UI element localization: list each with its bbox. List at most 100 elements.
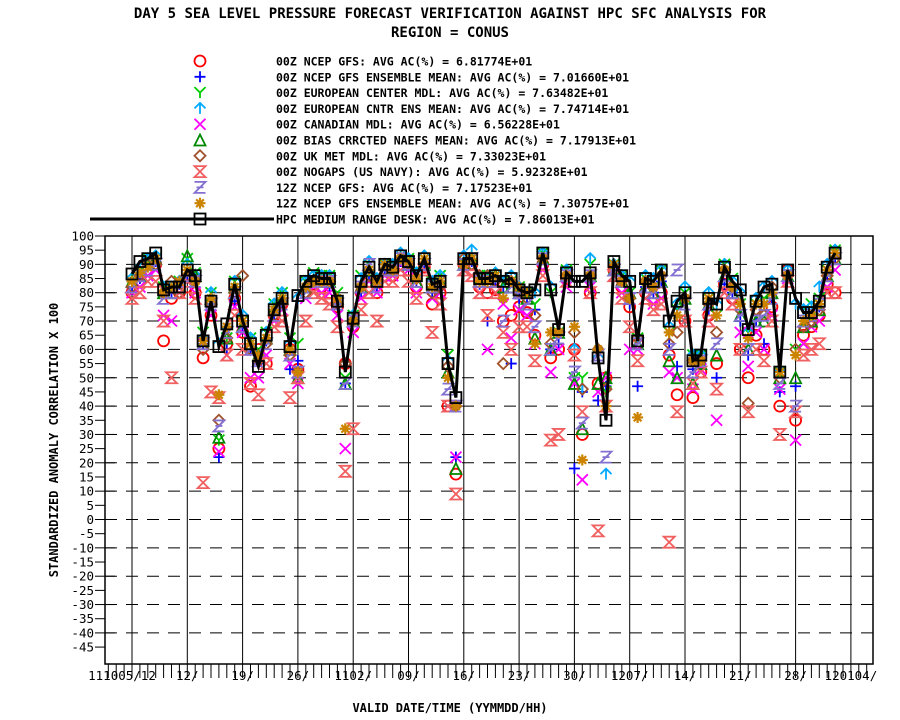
data-point-shape — [803, 342, 820, 356]
data-point-shape — [740, 405, 756, 419]
data-point-shape — [291, 337, 305, 350]
data-point — [409, 269, 423, 283]
data-point-shape — [126, 275, 138, 287]
data-point — [236, 314, 250, 328]
data-point — [346, 311, 360, 325]
chart-subtitle: REGION = CONUS — [391, 25, 509, 41]
data-point — [591, 351, 605, 365]
data-point-shape — [527, 320, 543, 334]
data-point — [457, 252, 471, 266]
data-point-shape — [315, 272, 329, 285]
data-point — [313, 291, 330, 305]
legend-entry: 00Z NCEP GFS ENSEMBLE MEAN: AVG AC(%) = … — [276, 70, 629, 84]
y-tick-label: 65 — [79, 328, 94, 343]
data-point-shape — [797, 328, 810, 342]
data-point-shape — [726, 274, 739, 288]
data-point-shape — [798, 315, 809, 327]
data-point — [671, 309, 683, 321]
data-point-shape — [631, 334, 644, 348]
data-point — [441, 359, 455, 374]
y-tick-label: -5 — [79, 526, 94, 541]
y-tick-label: 5 — [86, 498, 94, 513]
data-point-shape — [212, 445, 226, 458]
data-point-shape — [710, 297, 723, 311]
data-point-shape — [758, 298, 770, 310]
data-point — [742, 360, 755, 373]
data-point-shape — [653, 297, 669, 311]
legend-diamond-icon — [193, 149, 207, 163]
data-point-shape — [661, 535, 677, 549]
data-point-shape — [663, 326, 675, 338]
data-point — [781, 263, 795, 277]
data-point — [599, 413, 613, 427]
data-point — [520, 309, 534, 322]
data-point — [773, 365, 787, 379]
data-point — [370, 274, 384, 288]
data-point — [607, 255, 621, 268]
data-point-shape — [512, 303, 526, 316]
y-tick-label: -45 — [71, 640, 94, 655]
data-point-shape — [275, 291, 289, 305]
data-point — [718, 260, 731, 274]
data-point-shape — [441, 357, 455, 370]
data-point-shape — [188, 269, 202, 283]
data-point — [710, 414, 723, 427]
series-hpc-medium-range-desk — [125, 246, 842, 427]
data-point — [663, 365, 676, 379]
data-point-shape — [560, 266, 573, 280]
data-point-shape — [544, 365, 557, 379]
data-point-shape — [568, 274, 581, 288]
data-point — [125, 267, 139, 281]
data-point-shape — [645, 303, 662, 317]
legend-entry: 00Z EUROPEAN CENTER MDL: AVG AC(%) = 7.6… — [276, 86, 608, 100]
data-point-shape — [395, 253, 407, 265]
data-point-shape — [417, 252, 431, 266]
data-point-shape — [639, 272, 652, 285]
data-point-shape — [134, 267, 146, 279]
data-point-shape — [827, 286, 843, 300]
data-point-shape — [220, 317, 234, 331]
data-point-shape — [482, 275, 493, 287]
data-point-shape — [474, 275, 486, 287]
data-point — [749, 294, 763, 308]
data-point — [339, 442, 352, 455]
data-point — [711, 372, 723, 384]
y-tick-label: -35 — [71, 611, 94, 626]
data-point-shape — [409, 269, 423, 283]
data-point-shape — [732, 308, 748, 322]
data-point — [560, 266, 573, 280]
y-tick-label: 10 — [79, 484, 94, 499]
data-point — [590, 524, 606, 538]
data-point — [291, 337, 305, 350]
data-point — [133, 255, 147, 268]
data-point-shape — [670, 370, 685, 385]
data-point — [242, 377, 259, 390]
y-tick-label: 0 — [86, 512, 94, 527]
y-tick-label: 60 — [79, 342, 94, 357]
data-point-shape — [734, 298, 746, 310]
data-point-shape — [504, 272, 518, 285]
data-point — [797, 306, 810, 319]
data-point — [544, 365, 557, 379]
data-point-shape — [158, 287, 170, 299]
data-point — [212, 340, 226, 353]
data-point-shape — [520, 309, 534, 322]
data-point — [574, 416, 590, 430]
data-point — [424, 325, 440, 339]
data-point-shape — [345, 422, 361, 436]
data-point — [798, 315, 809, 327]
data-point-shape — [258, 357, 274, 370]
data-point — [527, 320, 543, 334]
data-point — [527, 354, 543, 368]
data-point — [653, 297, 669, 311]
data-point — [661, 342, 677, 356]
data-point — [708, 382, 725, 396]
data-point-shape — [195, 476, 211, 490]
data-point-shape — [550, 428, 567, 441]
data-point — [172, 280, 186, 294]
legend-z-icon-shape — [192, 180, 208, 194]
data-point — [661, 535, 677, 549]
data-point — [566, 348, 583, 362]
data-point-shape — [811, 337, 827, 351]
data-point-shape — [545, 326, 557, 338]
